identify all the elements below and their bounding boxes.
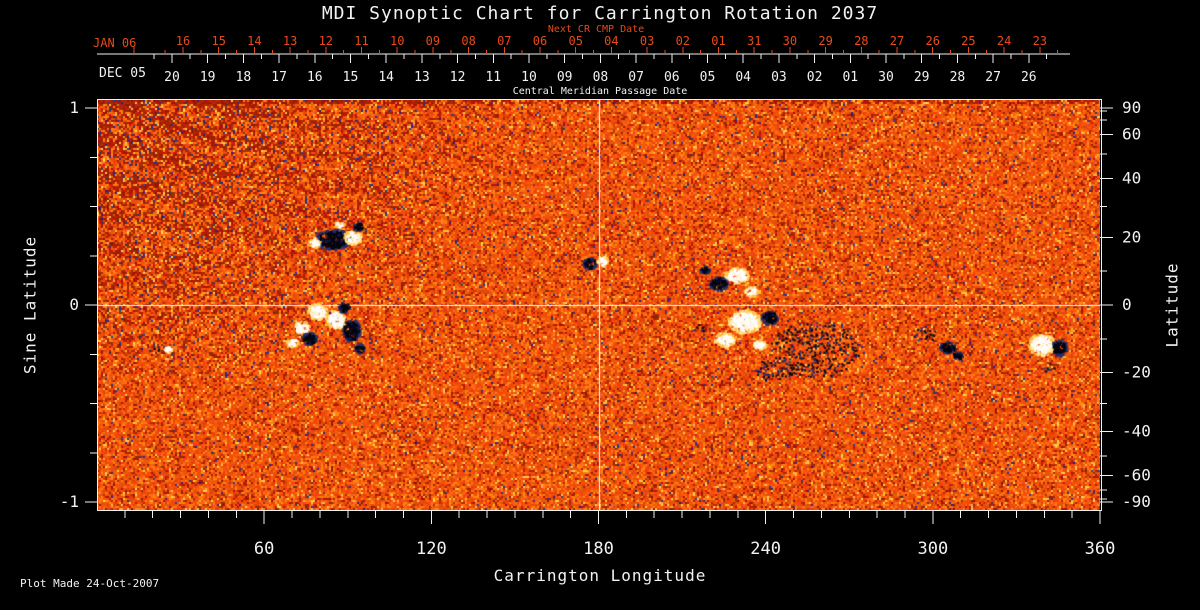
magnetogram-image [97,100,1100,510]
cmp-tick-label: 30 [878,70,894,85]
next-cr-tick-label: 10 [390,34,404,48]
cmp-tick-label: 09 [557,70,573,85]
right-axis-tick-label: 40 [1122,168,1141,187]
cmp-tick-label: 06 [664,70,680,85]
next-cr-tick-label: 31 [747,34,761,48]
next-cr-tick-label: 04 [604,34,618,48]
next-cr-tick-label: 23 [1033,34,1047,48]
next-cr-tick-label: 08 [461,34,475,48]
right-axis-tick-label: 60 [1122,124,1141,143]
left-axis-tick-label: -1 [60,492,79,511]
next-cr-tick-label: 05 [568,34,582,48]
next-cr-tick-label: 14 [247,34,261,48]
next-cr-tick-label: 26 [925,34,939,48]
next-cr-tick-label: 02 [676,34,690,48]
next-cr-tick-label: 25 [961,34,975,48]
next-cr-tick-label: 15 [211,34,225,48]
x-axis-tick-label: 180 [583,539,614,559]
cmp-tick-label: 10 [521,70,537,85]
cmp-tick-label: 14 [378,70,394,85]
next-cr-tick-label: 28 [854,34,868,48]
cmp-tick-label: 16 [307,70,323,85]
right-axis-tick-label: -20 [1122,362,1151,381]
cmp-tick-label: 05 [700,70,716,85]
right-axis-tick-label: 0 [1122,295,1132,314]
right-axis-tick-label: 20 [1122,228,1141,247]
next-cr-tick-label: 03 [640,34,654,48]
next-cr-tick-label: 09 [426,34,440,48]
next-cr-tick-label: 27 [890,34,904,48]
left-axis-tick-label: 0 [69,295,79,314]
cmp-tick-label: 29 [914,70,930,85]
next-cr-tick-label: 01 [711,34,725,48]
x-axis-tick-label: 60 [254,539,274,559]
next-cr-tick-label: 30 [783,34,797,48]
right-axis-title: Latitude [1162,262,1182,348]
next-cr-tick-label: 11 [354,34,368,48]
cmp-tick-label: 17 [271,70,287,85]
cmp-tick-label: 11 [485,70,501,85]
cmp-tick-label: 19 [200,70,216,85]
x-axis-tick-label: 120 [416,539,447,559]
cmp-tick-label: 13 [414,70,430,85]
left-axis-title: Sine Latitude [20,235,40,375]
plot-made-note: Plot Made 24-Oct-2007 [20,577,160,590]
cmp-tick-label: 15 [343,70,359,85]
left-axis-tick-label: 1 [69,98,79,117]
next-cr-start-label: JAN 06 [93,36,137,50]
cmp-start-label: DEC 05 [99,66,146,81]
cmp-tick-label: 02 [807,70,823,85]
cmp-tick-label: 04 [735,70,751,85]
cmp-tick-label: 26 [1021,70,1037,85]
next-cr-tick-label: 07 [497,34,511,48]
next-cr-tick-label: 13 [283,34,297,48]
x-axis-title: Carrington Longitude [493,566,707,585]
cmp-axis-title: Central Meridian Passage Date [512,86,688,97]
x-axis-tick-label: 360 [1085,539,1116,559]
cmp-tick-label: 08 [593,70,609,85]
cmp-tick-label: 01 [842,70,858,85]
next-cr-tick-label: 12 [319,34,333,48]
cmp-tick-label: 12 [450,70,466,85]
cmp-tick-label: 28 [950,70,966,85]
next-cr-tick-label: 16 [176,34,190,48]
cmp-tick-label: 03 [771,70,787,85]
right-axis-tick-label: -90 [1122,492,1151,511]
next-cr-tick-label: 29 [818,34,832,48]
right-axis-tick-label: 90 [1122,98,1141,117]
right-axis-tick-label: -40 [1122,422,1151,441]
cmp-tick-label: 20 [164,70,180,85]
cmp-tick-label: 18 [236,70,252,85]
x-axis-tick-label: 300 [917,539,948,559]
right-axis-tick-label: -60 [1122,466,1151,485]
x-axis-tick-label: 240 [750,539,781,559]
chart-title: MDI Synoptic Chart for Carrington Rotati… [321,3,879,24]
next-cr-tick-label: 06 [533,34,547,48]
cmp-tick-label: 27 [985,70,1001,85]
cmp-tick-label: 07 [628,70,644,85]
next-cr-tick-label: 24 [997,34,1011,48]
next-cr-axis-title: Next CR CMP Date [547,24,645,35]
